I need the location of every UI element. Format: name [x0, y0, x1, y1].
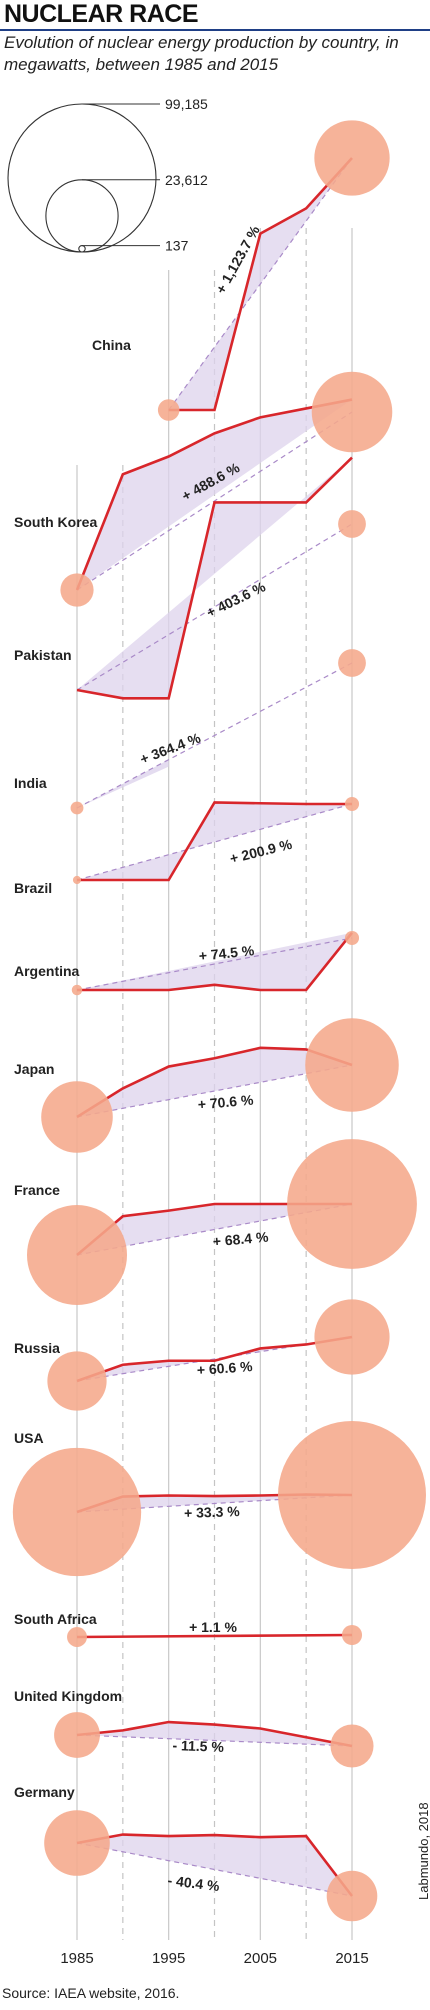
germany-change-label: - 40.4 % [167, 1872, 221, 1894]
russia-country-label: Russia [14, 1340, 60, 1356]
argentina-production-line [77, 931, 354, 992]
france-bubble-1985 [26, 1204, 128, 1306]
pakistan-country-label: Pakistan [14, 647, 72, 663]
france-change-label: + 68.4 % [212, 1229, 269, 1250]
china-bubble-1995 [157, 399, 180, 421]
germany-production-line [76, 1833, 354, 1897]
brazil-trend-line [76, 803, 353, 881]
south-korea-country-label: South Korea [14, 514, 97, 530]
china-band [168, 158, 352, 410]
brazil-production-line [77, 801, 352, 882]
japan-band [77, 1047, 352, 1117]
usa-change-label: + 33.3 % [184, 1503, 241, 1521]
south-africa-production-line [76, 1633, 353, 1639]
argentina-band [77, 932, 352, 990]
china-production-line [168, 157, 353, 412]
size-legend-label-0: 99,185 [165, 96, 208, 112]
south-africa-change-label: + 1.1 % [189, 1619, 237, 1635]
argentina-trend-line [76, 937, 353, 991]
south-korea-production-line [75, 398, 353, 591]
size-legend-label-1: 23,612 [165, 172, 208, 188]
united-kingdom-trend-line [76, 1734, 353, 1747]
size-legend-label-2: 137 [165, 238, 189, 254]
india-band [77, 759, 169, 808]
south-korea-bubble-2015 [311, 371, 393, 453]
japan-bubble-1985 [41, 1081, 113, 1153]
argentina-country-label: Argentina [14, 963, 80, 979]
size-legend-circle-2 [78, 245, 86, 253]
united-kingdom-band [77, 1722, 352, 1746]
brazil-change-label: + 200.9 % [228, 836, 294, 867]
pakistan-band [77, 457, 352, 699]
india-change-label: + 364.4 % [138, 729, 203, 767]
russia-bubble-2015 [314, 1299, 390, 1375]
france-bubble-2015 [287, 1139, 417, 1269]
united-kingdom-bubble-1985 [54, 1712, 100, 1758]
size-legend-circle-0 [7, 103, 157, 253]
japan-bubble-2015 [305, 1018, 399, 1112]
argentina-change-label: + 74.5 % [198, 942, 256, 964]
x-tick-label-1985: 1985 [60, 1950, 93, 1967]
brazil-country-label: Brazil [14, 880, 52, 896]
india-trend-line [76, 662, 353, 809]
pakistan-bubble-2015 [338, 510, 366, 538]
source-note: Source: IAEA website, 2016. [2, 1985, 180, 2001]
brazil-bubble-2015 [344, 796, 360, 812]
russia-production-line [76, 1335, 353, 1383]
brazil-bubble-1985 [72, 875, 82, 885]
india-bubble-2015 [338, 649, 366, 677]
germany-bubble-1985 [44, 1810, 110, 1876]
japan-trend-line [76, 1064, 353, 1118]
china-bubble-2015 [314, 120, 390, 196]
germany-trend-line [76, 1842, 353, 1897]
united-kingdom-change-label: - 11.5 % [172, 1737, 224, 1755]
x-tick-label-2015: 2015 [335, 1950, 368, 1967]
south-africa-bubble-2015 [341, 1624, 363, 1646]
japan-change-label: + 70.6 % [197, 1092, 254, 1113]
china-trend-line [168, 157, 353, 411]
russia-bubble-1985 [47, 1351, 107, 1411]
india-bubble-1985 [70, 801, 84, 815]
argentina-bubble-2015 [344, 930, 360, 946]
japan-production-line [76, 1046, 353, 1119]
united-kingdom-bubble-2015 [330, 1724, 374, 1768]
south-korea-bubble-1985 [60, 573, 94, 607]
credit-note: Labmundo, 2018 [416, 1802, 430, 1900]
south-korea-band [77, 399, 352, 590]
south-africa-bubble-1985 [67, 1627, 87, 1647]
argentina-bubble-1985 [71, 984, 83, 996]
title-underline [0, 29, 430, 31]
germany-band [77, 1834, 352, 1896]
russia-change-label: + 60.6 % [196, 1358, 253, 1378]
x-tick-label-2005: 2005 [244, 1950, 277, 1967]
usa-country-label: USA [14, 1430, 44, 1446]
chart-title: NUCLEAR RACE [4, 0, 199, 28]
united-kingdom-country-label: United Kingdom [14, 1688, 122, 1704]
japan-country-label: Japan [14, 1061, 54, 1077]
size-legend-circle-1 [45, 179, 119, 253]
brazil-band [77, 802, 352, 880]
usa-bubble-1985 [12, 1447, 142, 1577]
chart-subtitle: Evolution of nuclear energy production b… [4, 33, 399, 74]
united-kingdom-production-line [76, 1720, 353, 1748]
pakistan-change-label: + 403.6 % [204, 578, 269, 620]
x-tick-label-1995: 1995 [152, 1950, 185, 1967]
germany-bubble-2015 [326, 1870, 378, 1922]
india-country-label: India [14, 775, 47, 791]
france-country-label: France [14, 1182, 60, 1198]
russia-trend-line [76, 1336, 353, 1382]
usa-bubble-2015 [278, 1421, 426, 1569]
south-korea-trend-line [76, 411, 353, 591]
south-africa-country-label: South Africa [14, 1611, 97, 1627]
china-country-label: China [92, 337, 131, 353]
germany-country-label: Germany [14, 1784, 75, 1800]
pakistan-production-line [76, 456, 353, 700]
